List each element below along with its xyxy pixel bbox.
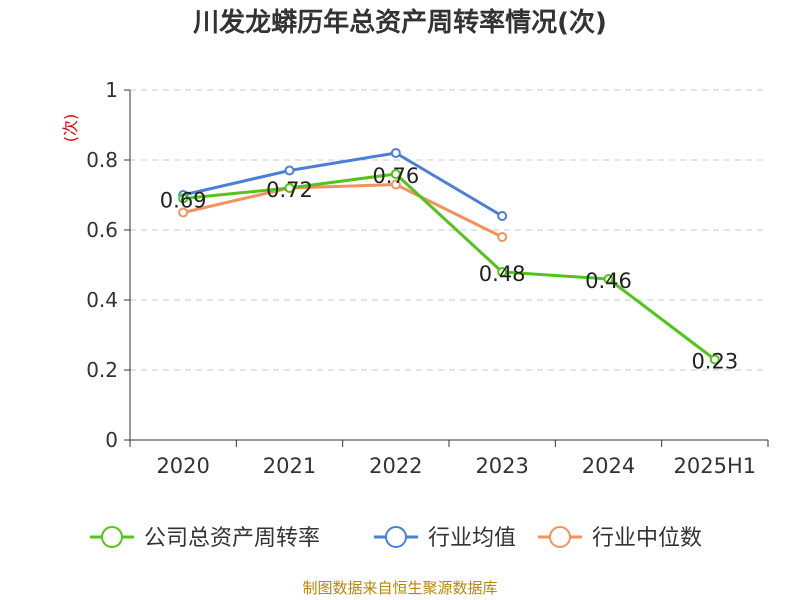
source-note: 制图数据来自恒生聚源数据库: [302, 579, 498, 597]
x-tick-label: 2024: [582, 454, 635, 478]
series-line: [182, 151, 503, 218]
data-label: 0.72: [266, 178, 313, 202]
y-tick-label: 1: [105, 78, 118, 102]
x-tick-label: 2025H1: [674, 454, 757, 478]
data-point: [497, 211, 508, 221]
legend-marker: [385, 526, 407, 548]
data-label: 0.46: [585, 269, 632, 293]
x-tick-label: 2023: [475, 454, 528, 478]
data-point: [497, 267, 508, 277]
legend-label: 行业中位数: [592, 526, 702, 551]
data-label: 0.23: [691, 350, 738, 374]
series: [178, 148, 720, 365]
y-tick-label: 0.8: [86, 148, 118, 172]
data-label: 0.76: [372, 164, 419, 188]
y-axis-label: (次): [61, 114, 80, 143]
data-point: [497, 232, 508, 242]
x-tick-label: 2021: [263, 454, 316, 478]
data-point: [284, 183, 295, 193]
data-point: [284, 165, 295, 176]
x-tick-label: 2022: [369, 454, 422, 478]
data-point: [709, 354, 720, 365]
legend-marker: [549, 526, 571, 548]
legend-item-2[interactable]: 行业中位数: [538, 526, 702, 551]
series-0: [178, 169, 720, 365]
y-tick-label: 0: [105, 428, 118, 452]
x-tick-label: 2020: [156, 454, 209, 478]
data-label: 0.69: [160, 189, 207, 213]
legend-label: 公司总资产周转率: [144, 526, 320, 551]
data-point: [603, 274, 614, 284]
legend[interactable]: 公司总资产周转率 行业均值 行业中位数: [90, 526, 702, 551]
legend-label: 行业均值: [428, 526, 516, 551]
series-line: [183, 172, 716, 361]
data-label: 0.48: [479, 262, 526, 286]
data-point: [178, 193, 189, 204]
y-tick-label: 0.2: [86, 358, 118, 382]
data-point: [390, 169, 401, 179]
series-1: [178, 148, 508, 221]
y-tick-label: 0.4: [86, 288, 118, 312]
data-point: [390, 148, 401, 158]
grid: [130, 89, 768, 371]
legend-marker: [101, 526, 123, 548]
data-labels: 0.69 0.72 0.76 0.48 0.46 0.23: [160, 164, 738, 374]
legend-item-0[interactable]: 公司总资产周转率: [90, 526, 320, 551]
legend-item-1[interactable]: 行业均值: [374, 526, 516, 551]
data-point: [178, 207, 189, 218]
chart-title: 川发龙蟒历年总资产周转率情况(次): [193, 8, 607, 38]
data-point: [390, 179, 401, 190]
series-line: [182, 183, 503, 239]
axes: 0 0.2 0.4 0.6 0.8 1 (次) 2020 2021 2022 2023 2024 202…: [61, 78, 769, 478]
y-tick-label: 0.6: [86, 218, 118, 242]
